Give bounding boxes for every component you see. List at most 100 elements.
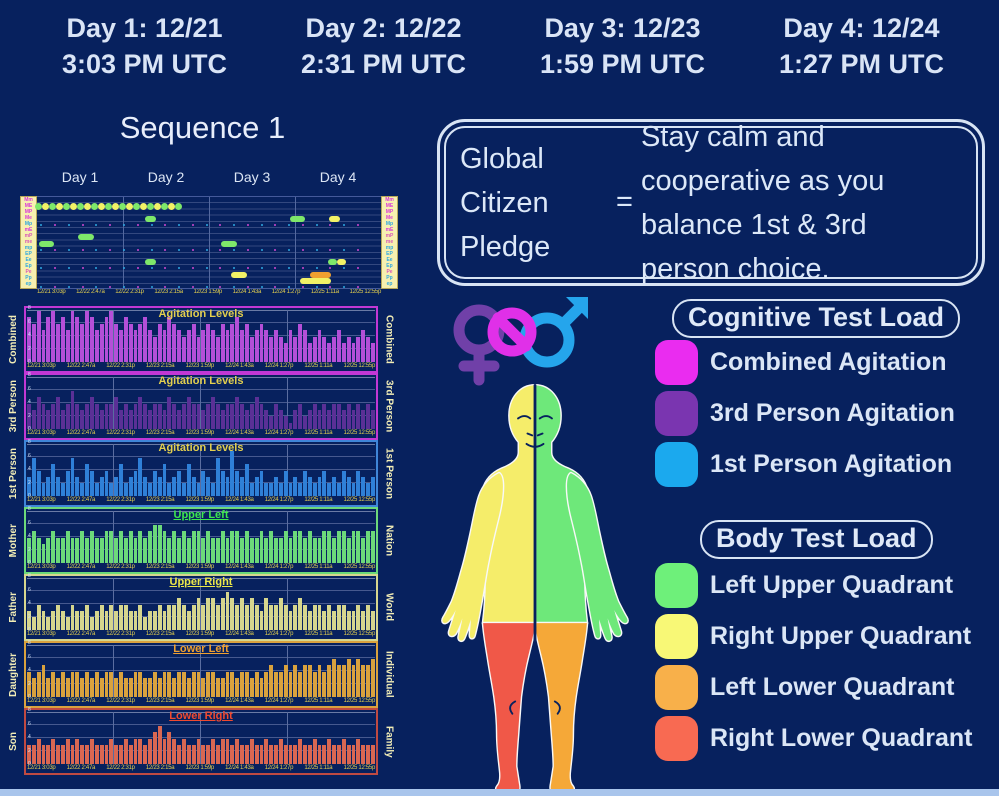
bar (298, 531, 303, 563)
bar (51, 610, 56, 630)
legend-label: Left Upper Quadrant (710, 571, 954, 599)
x-tick-label: 12/25 12:55p (343, 631, 376, 637)
strip-upper-right-quadrant: Father Upper Right 8 6 4 2 0 12/21 3:03p 12/22 2… (2, 574, 400, 641)
bar (31, 617, 36, 630)
bar (104, 470, 109, 496)
tiny-dot (301, 223, 304, 226)
event-pill (221, 240, 237, 247)
bar (346, 336, 351, 362)
scatter-day-labels: Day 1 Day 2 Day 3 Day 4 (37, 169, 381, 185)
x-tick-label: 12/21 3:03p (27, 363, 56, 369)
x-tick-label: 12/25 1:11a (304, 564, 333, 570)
scatter-row-label: mE (385, 227, 394, 233)
bar (119, 671, 123, 697)
bar (85, 537, 89, 563)
strip-upper-left-quadrant: Mother Upper Left 8 6 4 2 0 12/21 3:03p 12/22 2:… (2, 507, 400, 574)
tiny-dot (233, 248, 236, 251)
bar (220, 323, 225, 362)
bar (215, 537, 220, 563)
bar (196, 336, 201, 362)
bar (220, 677, 225, 697)
x-tick-label: 12/23 2:15a (145, 631, 175, 637)
event-dot (146, 202, 154, 210)
bar (206, 531, 211, 563)
event-dot (118, 202, 126, 210)
bottom-bar (0, 789, 999, 796)
bar (109, 604, 114, 630)
bar (206, 744, 211, 764)
bar (75, 671, 80, 697)
bar (114, 397, 119, 429)
tiny-dot (81, 223, 84, 226)
y-tick-label: 0 (28, 627, 31, 633)
bar (249, 403, 254, 429)
scatter-row-label: Ee (25, 257, 32, 263)
x-tick-label: 12/25 12:55p (343, 363, 376, 369)
bar (148, 738, 152, 764)
bar (293, 665, 298, 697)
bar (366, 403, 370, 429)
bar (225, 738, 230, 764)
y-tick-label: 8 (28, 372, 31, 378)
tiny-dot (260, 285, 263, 288)
tiny-dot (274, 267, 277, 270)
bar (211, 671, 215, 697)
event-dot (153, 202, 161, 210)
bar (56, 397, 60, 429)
tiny-dot (136, 267, 139, 270)
x-tick-label: 12/24 1:27p (271, 289, 301, 295)
strip-right-label: 3rd Person (383, 380, 395, 433)
scatter-row-label: ep (386, 281, 393, 287)
bar (356, 336, 361, 362)
y-tick-label: 4 (28, 600, 31, 606)
tiny-dot (54, 223, 57, 226)
y-tick-label: 6 (28, 452, 31, 459)
bar (99, 537, 104, 563)
bar (220, 409, 225, 429)
bar (327, 409, 332, 429)
bar (104, 671, 109, 697)
strip-chart-lower-left-quadrant: Lower Left 8 6 4 2 0 12/21 3:03p 12/22 2:47a 12/… (24, 641, 378, 708)
x-tick-label: 12/24 1:43a (225, 698, 254, 704)
bar (298, 483, 303, 496)
strip-lower-right-quadrant: Son Lower Right 8 6 4 2 0 12/21 3:03p 12/22 2:47… (2, 708, 400, 775)
bar (361, 476, 366, 496)
scatter-row-label: Me (386, 215, 393, 221)
tiny-dot (219, 223, 222, 226)
bar (259, 677, 264, 697)
bar (211, 738, 215, 764)
bar (56, 476, 60, 496)
bar (56, 604, 60, 630)
x-tick-label: 12/24 1:27p (264, 698, 294, 704)
bar (346, 658, 351, 697)
bar (133, 610, 138, 630)
legend-item: Right Lower Quadrant (655, 716, 973, 761)
event-pill (329, 215, 341, 222)
bar (157, 725, 162, 764)
x-tick-label: 12/22 2:47a (66, 363, 96, 369)
bar (70, 537, 75, 563)
bar (31, 409, 36, 429)
scatter-row-label: Pe (386, 269, 393, 275)
bar (264, 483, 269, 496)
y-tick-label: 4 (28, 466, 31, 472)
event-dot (139, 202, 147, 210)
y-tick-label: 2 (28, 680, 31, 687)
bar (361, 330, 366, 362)
bar (274, 604, 278, 630)
bar (152, 403, 157, 429)
bar (143, 317, 148, 362)
bar (240, 476, 244, 496)
x-tick-label: 12/23 1:59p (185, 497, 215, 503)
strip-3rd-person-agitation: 3rd Person Agitation Levels 8 6 4 2 0 12/21 3:0… (2, 373, 400, 440)
bar (148, 610, 152, 630)
x-tick-label: 12/22 2:31p (106, 430, 135, 436)
bar (346, 610, 351, 630)
tiny-dot (288, 267, 291, 270)
bar (41, 543, 46, 563)
tiny-dot (274, 223, 277, 226)
bar (162, 610, 167, 630)
bar (206, 476, 211, 496)
bar (259, 323, 264, 362)
bar (46, 476, 51, 496)
